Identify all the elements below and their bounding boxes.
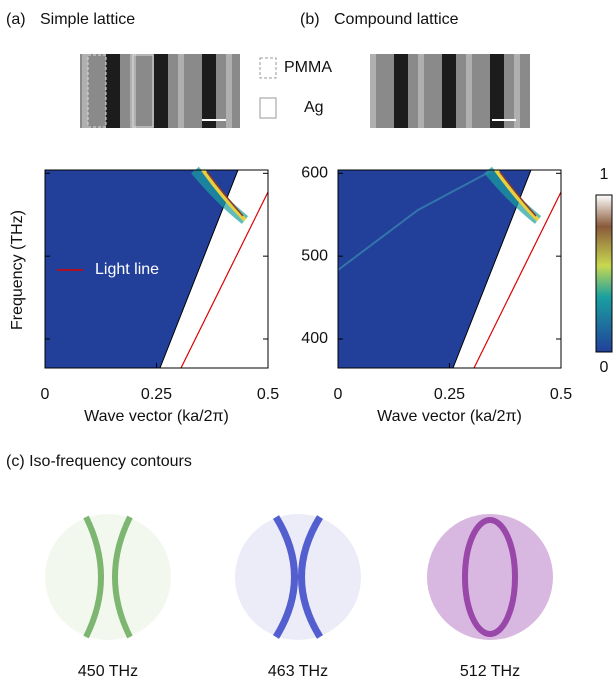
y-tick-label: 600 [301,165,328,182]
contour [462,517,518,637]
y-axis-label: Frequency (THz) [9,210,26,330]
contour [83,515,104,639]
band-core [206,171,244,217]
x-axis-label: Wave vector (ka/2π) [377,408,522,425]
panel-title: (c) Iso-frequency contours [6,453,192,470]
band [201,168,247,222]
legend-label: PMMA [284,59,332,76]
x-tick-label: 0.5 [257,386,279,403]
panel-label: (b) [300,11,320,28]
band-core [499,171,537,217]
y-tick-label: 400 [301,330,328,347]
x-tick-label: 0.25 [434,386,465,403]
contour [298,515,323,639]
x-axis-label: Wave vector (ka/2π) [84,408,229,425]
x-tick-label: 0 [334,386,343,403]
colorbar-max: 1 [600,166,609,183]
legend-solid [259,97,277,119]
legend-label: Ag [304,99,324,116]
panel-label: (a) [6,11,26,28]
contour [112,515,133,639]
contour-disc [427,514,553,640]
colorbar [595,194,613,353]
contour-disc [45,514,171,640]
x-tick-label: 0.5 [550,386,572,403]
light-line [473,191,562,369]
contour-label: 450 THz [78,663,138,680]
light-line [180,191,269,369]
x-tick-label: 0 [41,386,50,403]
x-tick-label: 0.25 [141,386,172,403]
sem-image [370,54,530,128]
y-tick-label: 500 [301,247,328,264]
legend-label: Light line [95,261,159,278]
ag-outline [132,54,154,128]
panel-title: Simple lattice [40,11,135,28]
band [494,168,540,222]
legend-dashed [259,57,277,79]
contour-label: 512 THz [460,663,520,680]
contours: 450 THz 463 THz 512 THz [45,514,553,680]
sem-image [80,54,240,128]
colorbar-min: 0 [600,359,609,376]
band-faint [337,169,494,271]
contour-label: 463 THz [268,663,328,680]
contour [273,515,298,639]
panel-title: Compound lattice [334,11,459,28]
